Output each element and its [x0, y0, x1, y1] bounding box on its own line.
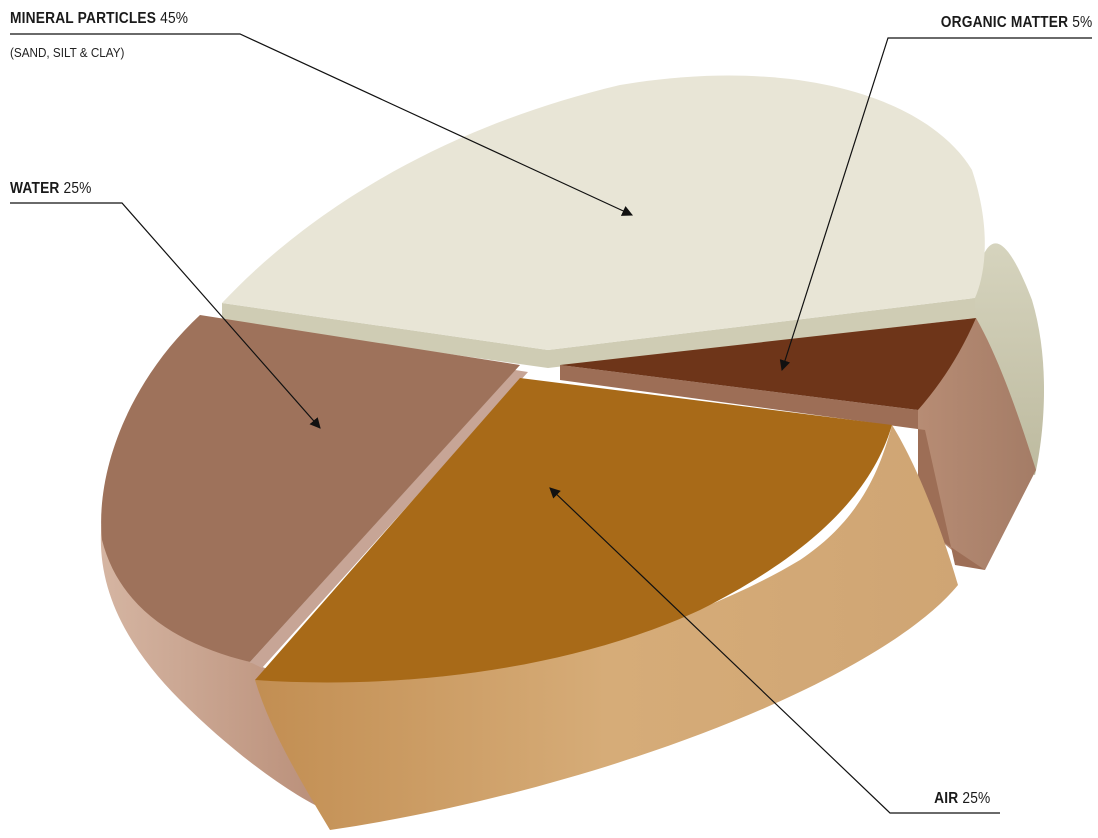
- water-top: [101, 315, 520, 662]
- label-water-value: 25%: [63, 180, 92, 197]
- organic-side-outer: [918, 318, 1036, 570]
- slice-mineral-particles: [222, 75, 1045, 475]
- air-top: [255, 378, 892, 683]
- leader-water: [10, 202, 321, 429]
- water-inner-face: [250, 370, 528, 668]
- water-side: [100, 520, 330, 812]
- leader-mineral: [10, 33, 633, 216]
- label-water: WATER 25%: [10, 181, 92, 197]
- leader-air: [549, 487, 1000, 814]
- mineral-inner-face: [222, 298, 975, 368]
- label-organic-value: 5%: [1071, 14, 1092, 31]
- label-water-name: WATER: [10, 180, 60, 197]
- mineral-side: [972, 243, 1045, 475]
- organic-top: [560, 318, 976, 410]
- label-organic-name: ORGANIC MATTER: [940, 14, 1068, 31]
- label-mineral-name: MINERAL PARTICLES: [10, 10, 157, 27]
- label-mineral-note: (SAND, SILT & CLAY): [10, 45, 125, 60]
- label-air: AIR 25%: [934, 791, 990, 807]
- mineral-top: [222, 75, 985, 351]
- leader-lines: [10, 33, 1092, 814]
- leader-organic: [779, 37, 1092, 372]
- label-mineral-particles: MINERAL PARTICLES 45%: [10, 11, 188, 27]
- slice-air: [255, 378, 958, 830]
- label-air-value: 25%: [961, 790, 990, 807]
- label-mineral-value: 45%: [160, 10, 189, 27]
- slice-water: [100, 315, 528, 812]
- label-air-name: AIR: [933, 790, 958, 807]
- air-side: [255, 425, 958, 830]
- slice-organic-matter: [560, 318, 1036, 570]
- label-organic-matter: ORGANIC MATTER 5%: [940, 15, 1092, 31]
- organic-side-inner: [560, 365, 985, 570]
